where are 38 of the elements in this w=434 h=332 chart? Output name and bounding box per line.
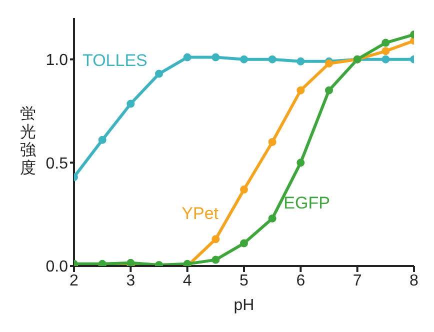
point	[382, 55, 390, 64]
x-tick-label: 6	[296, 272, 306, 290]
x-tick-label: 7	[352, 272, 362, 290]
x-tick-label: 4	[182, 272, 192, 290]
point	[325, 86, 333, 94]
point	[268, 138, 276, 146]
point	[296, 86, 305, 94]
y-tick-label: 0.0	[46, 258, 68, 276]
point	[240, 186, 248, 194]
y-tick-label: 1.0	[46, 52, 68, 70]
point	[240, 239, 248, 248]
x-tick-label: 5	[240, 272, 249, 290]
point	[126, 258, 135, 266]
point	[296, 158, 305, 167]
y-tick-label: 0.5	[46, 155, 68, 172]
x-tick-label: 3	[126, 272, 136, 290]
point	[268, 214, 276, 222]
y-axis-title: 蛍光強度	[20, 104, 36, 178]
point	[183, 260, 192, 266]
series-label: EGFP	[284, 193, 330, 212]
point	[212, 256, 220, 264]
point	[212, 53, 220, 62]
series-label: YPet	[182, 204, 219, 223]
point	[98, 260, 106, 266]
point	[382, 47, 390, 56]
point	[183, 53, 192, 62]
point	[382, 38, 390, 47]
point	[155, 70, 163, 78]
point	[126, 100, 135, 108]
x-tick-label: 8	[410, 272, 419, 290]
x-axis-title: pH	[234, 297, 254, 314]
point	[98, 136, 106, 144]
point	[240, 55, 248, 64]
point	[268, 55, 276, 64]
point	[212, 235, 220, 244]
series-label: TOLLES	[82, 50, 148, 70]
x-tick-label: 2	[70, 272, 79, 290]
point	[296, 57, 305, 66]
